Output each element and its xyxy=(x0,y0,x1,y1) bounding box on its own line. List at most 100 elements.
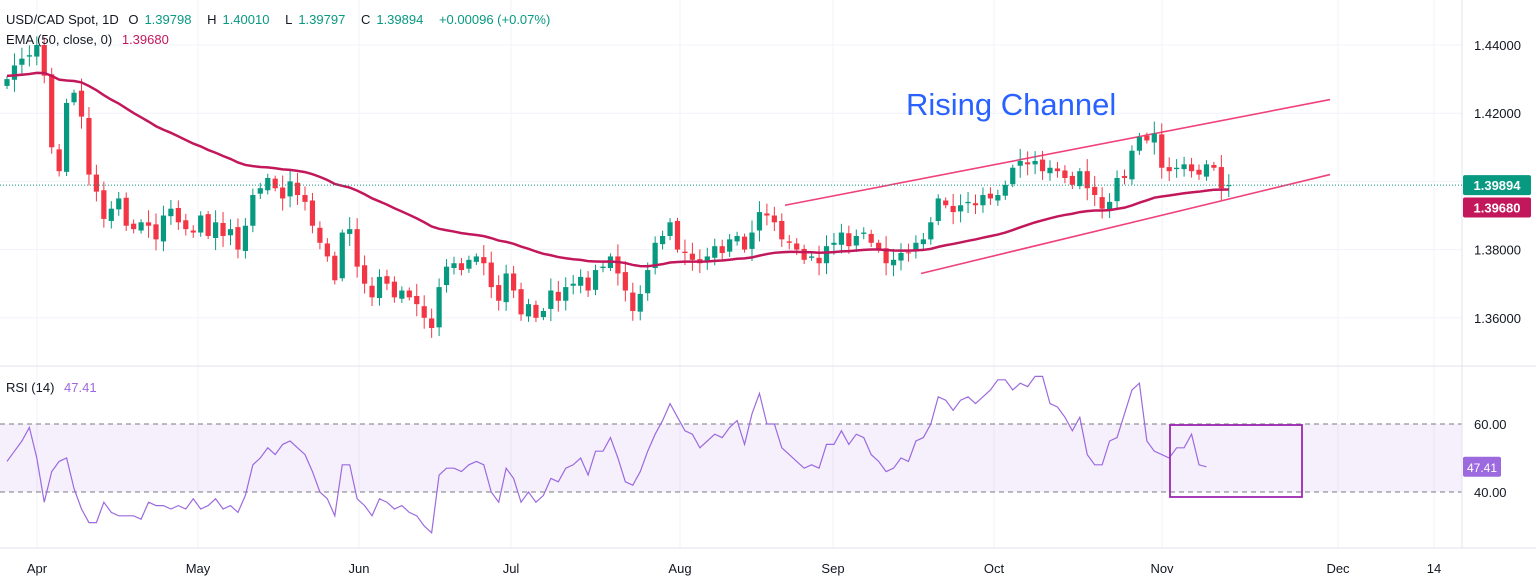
candle-body xyxy=(280,187,286,199)
candle-body xyxy=(1218,167,1224,189)
ema-legend[interactable]: EMA (50, close, 0) 1.39680 xyxy=(6,32,175,47)
candle-body xyxy=(332,255,338,281)
candle-body xyxy=(153,224,159,240)
candle-body xyxy=(1196,169,1202,175)
candle-body xyxy=(11,65,18,80)
candle-body xyxy=(853,235,859,246)
candle-body xyxy=(1002,184,1008,196)
candle-body xyxy=(362,265,368,284)
candle-body xyxy=(883,248,889,264)
candle-body xyxy=(831,242,837,245)
candle-body xyxy=(347,229,353,234)
price-tick-label: 1.38000 xyxy=(1474,243,1521,258)
candle-body xyxy=(294,182,301,196)
candle-body xyxy=(160,215,167,242)
candle-body xyxy=(220,223,226,236)
candle-body xyxy=(1025,162,1031,165)
candle-body xyxy=(645,270,651,294)
candle-body xyxy=(242,225,248,251)
candle-body xyxy=(905,252,912,254)
candle-body xyxy=(749,232,755,249)
candle-body xyxy=(1039,159,1046,172)
candle-body xyxy=(49,74,55,148)
candle-body xyxy=(987,193,993,199)
candle-body xyxy=(943,200,949,206)
candle-body xyxy=(972,203,979,206)
candle-body xyxy=(868,233,874,243)
ema-value: 1.39680 xyxy=(121,32,169,47)
candle-body xyxy=(794,243,800,250)
candle-body xyxy=(980,195,986,206)
candle-body xyxy=(801,248,807,260)
candle-body xyxy=(458,263,465,271)
candle-body xyxy=(481,257,487,264)
candle-body xyxy=(466,259,472,269)
candle-body xyxy=(391,281,397,298)
rsi-line: 47.41 xyxy=(6,375,1501,535)
rsi-legend[interactable]: RSI (14) 47.41 xyxy=(6,380,103,395)
candles xyxy=(4,36,1232,338)
rsi-band xyxy=(0,423,1462,493)
rising-channel xyxy=(784,98,1331,275)
candle-body xyxy=(309,200,316,226)
time-tick-label: May xyxy=(186,561,211,576)
candle-body xyxy=(935,198,941,221)
candle-body xyxy=(116,198,122,210)
time-tick-label: Jun xyxy=(349,561,370,576)
ema-line xyxy=(6,71,1229,268)
open-label: O xyxy=(128,12,139,27)
ema50-line xyxy=(6,71,1229,268)
candle-body xyxy=(585,277,591,291)
candle-body xyxy=(1069,175,1075,185)
rising-channel-annotation: Rising Channel xyxy=(906,87,1116,122)
candle-body xyxy=(809,256,815,258)
candle-body xyxy=(1166,167,1172,172)
candle-body xyxy=(1174,167,1180,170)
rsi-line-path xyxy=(6,375,1207,535)
candle-body xyxy=(41,45,47,76)
time-tick-label: Aug xyxy=(668,561,691,576)
candle-body xyxy=(26,55,32,57)
candle-body xyxy=(1107,201,1113,210)
candle-body xyxy=(101,190,107,219)
candle-body xyxy=(1084,171,1090,189)
channel-lower-line xyxy=(920,173,1331,275)
candle-body xyxy=(443,266,450,286)
candle-body xyxy=(138,222,144,231)
candle-body xyxy=(890,259,897,266)
candle-body xyxy=(190,230,196,233)
candle-body xyxy=(913,242,919,251)
candle-body xyxy=(533,304,539,318)
candle-body xyxy=(56,149,62,172)
candle-body xyxy=(704,256,710,262)
candle-body xyxy=(131,223,137,230)
candle-body xyxy=(384,276,390,284)
candle-body xyxy=(518,289,524,315)
candle-body xyxy=(198,215,204,233)
candle-body xyxy=(1114,177,1120,202)
candle-body xyxy=(451,263,457,269)
candle-body xyxy=(272,178,278,189)
symbol-label[interactable]: USD/CAD Spot, 1D xyxy=(6,12,119,27)
candle-body xyxy=(1159,134,1165,168)
candle-body xyxy=(861,232,867,234)
candle-body xyxy=(600,266,606,269)
candle-body xyxy=(578,276,584,286)
candle-body xyxy=(406,290,412,298)
candle-body xyxy=(637,293,643,312)
candle-body xyxy=(570,283,576,286)
candle-body xyxy=(205,214,211,236)
high-label: H xyxy=(207,12,217,27)
candle-body xyxy=(838,232,844,245)
candle-body xyxy=(928,222,934,240)
close-label: C xyxy=(360,12,371,27)
candle-body xyxy=(414,295,420,305)
candle-body xyxy=(898,253,904,261)
candle-body xyxy=(660,235,666,245)
candle-body xyxy=(950,205,956,213)
candle-body xyxy=(1151,133,1157,143)
candle-body xyxy=(369,285,375,298)
candle-body xyxy=(93,174,99,192)
ema-label: EMA (50, close, 0) xyxy=(6,32,113,47)
